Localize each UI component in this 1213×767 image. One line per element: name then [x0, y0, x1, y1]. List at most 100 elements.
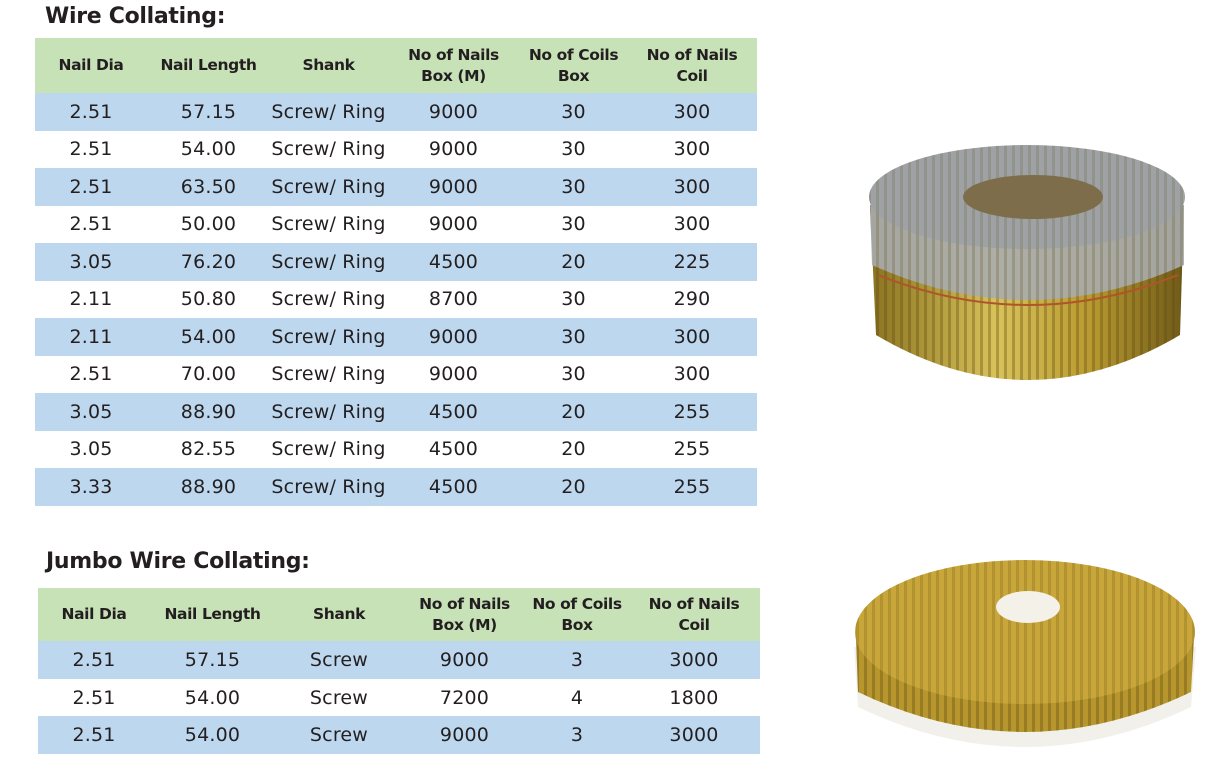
table-cell: 54.00 — [150, 716, 275, 755]
table-row: 3.05 82.55 Screw/ Ring 4500 20 255 — [35, 431, 757, 469]
table-cell: 300 — [627, 318, 757, 356]
table-row: 2.51 70.00 Screw/ Ring 9000 30 300 — [35, 356, 757, 394]
table-cell: 2.51 — [38, 641, 150, 679]
table-cell: 2.51 — [35, 93, 147, 131]
table-cell: Screw/ Ring — [270, 168, 387, 206]
table-cell: 9000 — [403, 641, 526, 679]
table-cell: Screw — [275, 641, 403, 679]
table-cell: 2.51 — [72, 686, 116, 709]
table-cell: 3.33 — [35, 468, 147, 506]
table-cell: 9000 — [387, 318, 520, 356]
table-cell: 20 — [520, 393, 627, 431]
table-row: 2.51 57.15 Screw 9000 3 3000 — [38, 641, 760, 679]
table-cell: 255 — [673, 438, 711, 461]
wire-collating-table: Nail Dia Nail Length Shank No of Nails Box (… — [35, 38, 757, 506]
table-cell: 2.51 — [69, 213, 113, 236]
jumbo-wire-coil-nails-image — [854, 560, 1196, 747]
table-cell: 9000 — [428, 213, 479, 236]
table-cell: 30 — [520, 93, 627, 131]
table-cell: 290 — [673, 288, 711, 311]
table-cell: 3.05 — [69, 438, 113, 461]
table-cell: 300 — [627, 168, 757, 206]
table-cell: 54.00 — [184, 686, 241, 709]
table-cell: 3 — [526, 641, 628, 679]
table-cell: 3000 — [628, 641, 760, 679]
table-cell: Screw/ Ring — [270, 468, 387, 506]
table-cell: 9000 — [387, 93, 520, 131]
table-cell: 300 — [673, 138, 711, 161]
table-cell: Screw/ Ring — [271, 438, 386, 461]
table-row: 2.51 54.00 Screw 9000 3 3000 — [38, 716, 760, 755]
table-row: 2.11 54.00 Screw/ Ring 9000 30 300 — [35, 318, 757, 356]
table-cell: 9000 — [428, 363, 479, 386]
table-cell: 4500 — [387, 243, 520, 281]
table-cell: 30 — [520, 168, 627, 206]
table-cell: 7200 — [439, 686, 490, 709]
table-cell: 50.00 — [180, 213, 237, 236]
table-cell: 2.51 — [69, 363, 113, 386]
table-cell: 2.51 — [38, 716, 150, 755]
table-cell: 30 — [561, 213, 586, 236]
table-row: 2.11 50.80 Screw/ Ring 8700 30 290 — [35, 281, 757, 319]
column-header: No of Coils Box — [526, 588, 628, 641]
column-header: Nail Dia — [35, 38, 147, 93]
table-cell: Screw/ Ring — [271, 363, 386, 386]
table-cell: 88.90 — [147, 393, 270, 431]
table-cell: 300 — [673, 363, 711, 386]
column-header: No of Coils Box — [520, 38, 627, 93]
table-row: 3.05 76.20 Screw/ Ring 4500 20 225 — [35, 243, 757, 281]
column-header: No of Nails Coil — [628, 588, 760, 641]
table-cell: 255 — [627, 393, 757, 431]
table-cell: 54.00 — [147, 318, 270, 356]
table-cell: 9000 — [387, 168, 520, 206]
table-cell: 2.51 — [69, 138, 113, 161]
column-header: Nail Dia — [38, 588, 150, 641]
table-cell: 2.11 — [69, 288, 113, 311]
table-cell: 30 — [561, 363, 586, 386]
table-cell: Screw/ Ring — [271, 138, 386, 161]
table-cell: 4 — [570, 686, 584, 709]
table-cell: 3.05 — [35, 393, 147, 431]
jumbo-wire-collating-title: Jumbo Wire Collating: — [46, 549, 310, 574]
table-cell: 3000 — [628, 716, 760, 755]
table-cell: 300 — [627, 93, 757, 131]
table-cell: Screw/ Ring — [270, 318, 387, 356]
table-row: 2.51 57.15 Screw/ Ring 9000 30 300 — [35, 93, 757, 131]
table-cell: 4500 — [387, 393, 520, 431]
column-header: Shank — [270, 38, 387, 93]
header-row: Nail Dia Nail Length Shank No of Nails Box (… — [38, 588, 760, 641]
column-header: Nail Length — [150, 588, 275, 641]
column-header: Shank — [275, 588, 403, 641]
table-cell: 255 — [627, 468, 757, 506]
table-row: 2.51 54.00 Screw/ Ring 9000 30 300 — [35, 131, 757, 169]
table-row: 2.51 63.50 Screw/ Ring 9000 30 300 — [35, 168, 757, 206]
table-cell: Screw — [309, 686, 369, 709]
table-cell: Screw/ Ring — [270, 243, 387, 281]
table-cell: 54.00 — [180, 138, 237, 161]
table-row: 3.33 88.90 Screw/ Ring 4500 20 255 — [35, 468, 757, 506]
table-cell: Screw/ Ring — [271, 288, 386, 311]
table-cell: 30 — [561, 288, 586, 311]
table-cell: 88.90 — [147, 468, 270, 506]
header-row: Nail Dia Nail Length Shank No of Nails Box (… — [35, 38, 757, 93]
table-cell: Screw/ Ring — [270, 93, 387, 131]
table-cell: 3.05 — [35, 243, 147, 281]
table-row: 2.51 50.00 Screw/ Ring 9000 30 300 — [35, 206, 757, 244]
wire-coil-nails-image — [869, 145, 1185, 380]
table-cell: 50.80 — [180, 288, 237, 311]
table-cell: Screw/ Ring — [270, 393, 387, 431]
table-cell: 300 — [673, 213, 711, 236]
table-cell: 9000 — [403, 716, 526, 755]
table-cell: 9000 — [428, 138, 479, 161]
table-cell: 70.00 — [180, 363, 237, 386]
table-cell: 76.20 — [147, 243, 270, 281]
wire-collating-title: Wire Collating: — [45, 4, 226, 29]
table-cell: 63.50 — [147, 168, 270, 206]
column-header: No of Nails Box (M) — [403, 588, 526, 641]
table-cell: 4500 — [428, 438, 479, 461]
table-cell: 57.15 — [150, 641, 275, 679]
table-cell: 8700 — [428, 288, 479, 311]
table-cell: 1800 — [669, 686, 719, 709]
table-cell: 57.15 — [147, 93, 270, 131]
table-row: 3.05 88.90 Screw/ Ring 4500 20 255 — [35, 393, 757, 431]
